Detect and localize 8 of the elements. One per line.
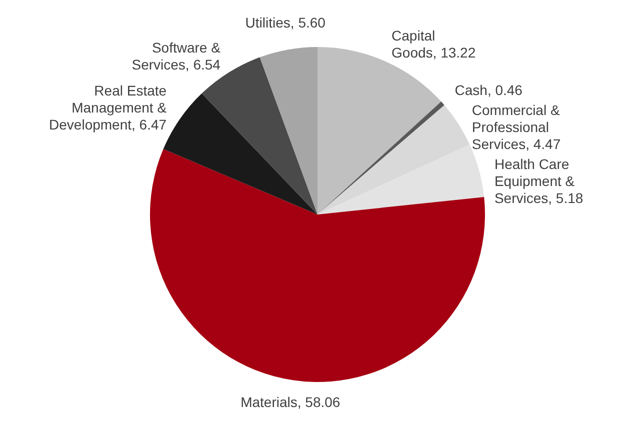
slice-label: Capital Goods, 13.22 <box>392 27 476 60</box>
slice-label: Materials, 58.06 <box>240 394 340 410</box>
slice-label: Software & Services, 6.54 <box>132 40 222 73</box>
slice-label: Commercial & Professional Services, 4.47 <box>472 102 561 152</box>
slice-label: Cash, 0.46 <box>454 82 523 98</box>
slice-label: Real Estate Management & Development, 6.47 <box>49 82 168 133</box>
slice-label: Utilities, 5.60 <box>245 14 326 31</box>
slice-label: Health Care Equipment & Services, 5.18 <box>494 156 584 206</box>
